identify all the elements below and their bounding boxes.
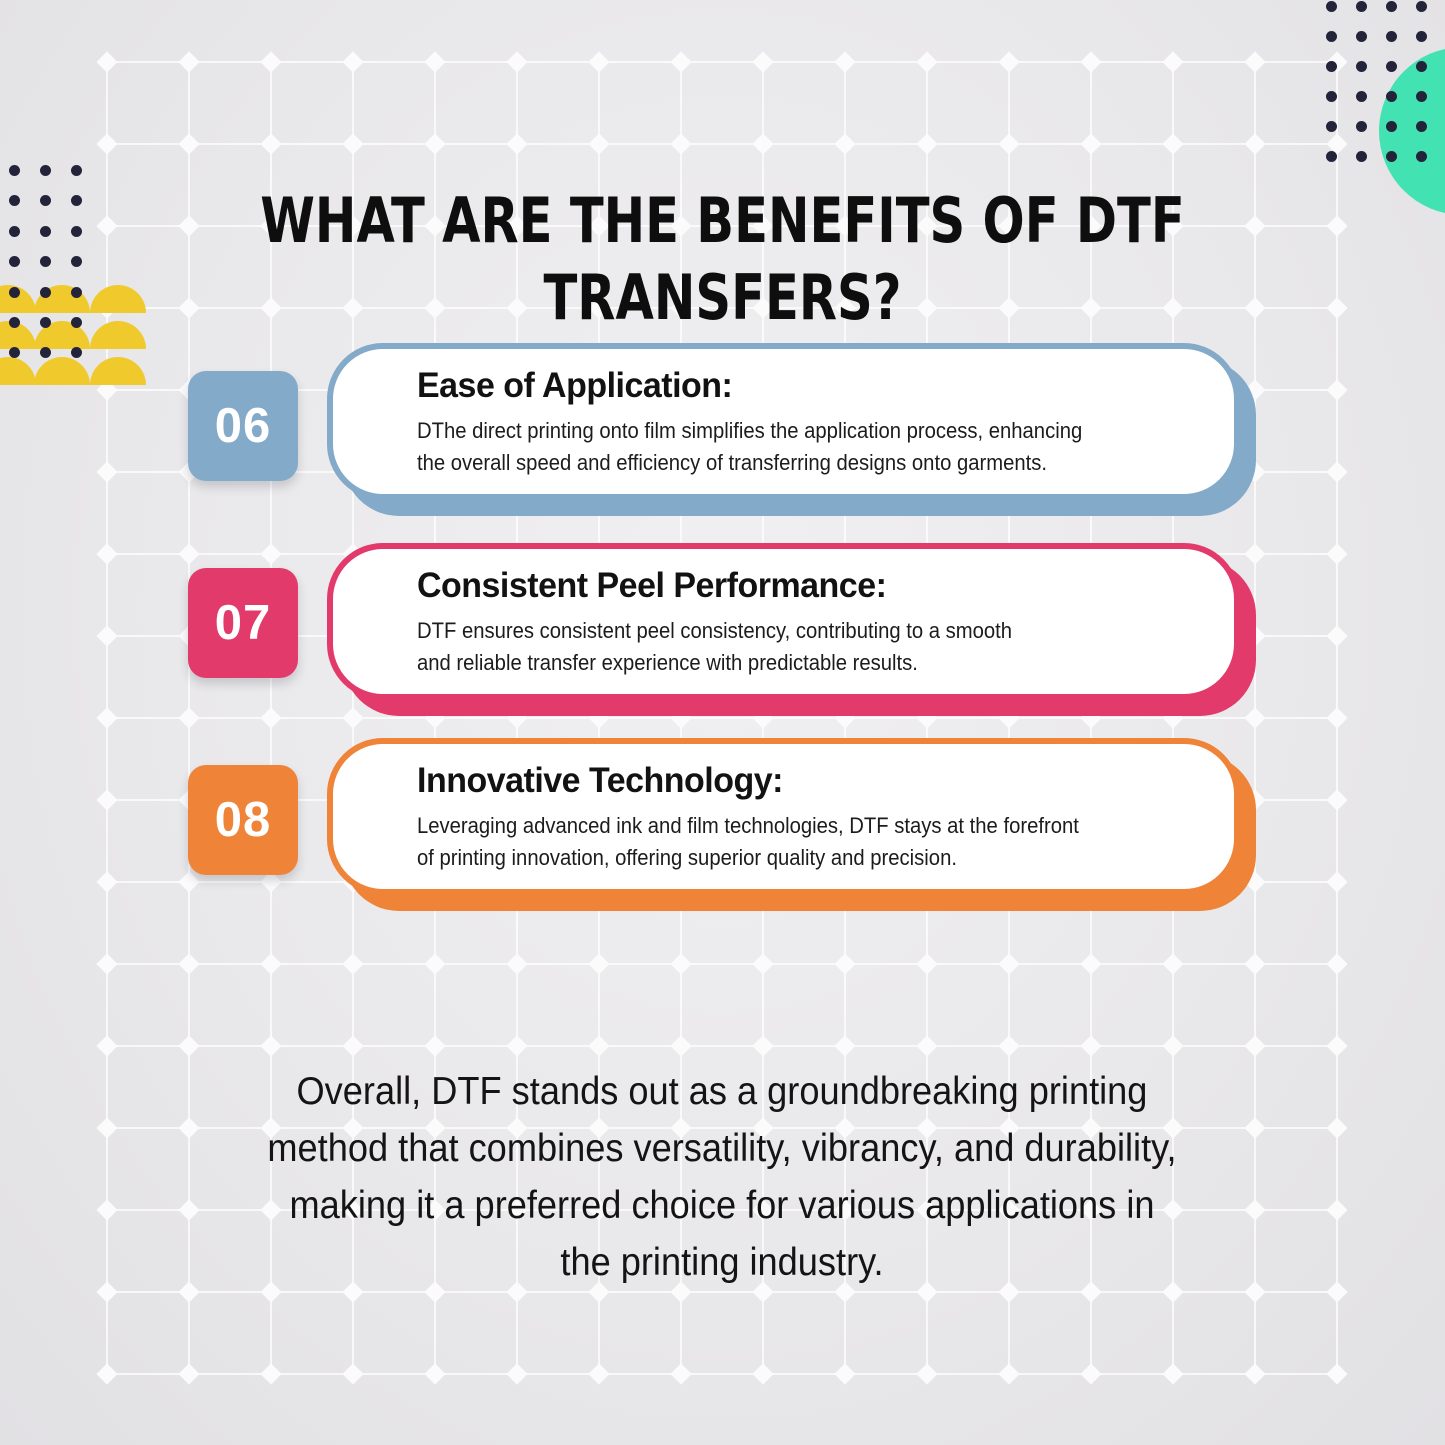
benefit-card: Consistent Peel Performance: DTF ensures…: [327, 543, 1240, 700]
dot: [1386, 121, 1397, 132]
dot: [71, 165, 82, 176]
dot: [71, 317, 82, 328]
page-title: WHAT ARE THE BENEFITS OF DTF TRANSFERS?: [260, 183, 1185, 334]
dot: [9, 286, 20, 298]
dot: [1326, 91, 1337, 102]
dot: [1416, 1, 1427, 12]
dot: [71, 347, 82, 359]
dot: [9, 317, 20, 328]
dot: [1326, 61, 1337, 72]
dot: [1356, 91, 1367, 102]
card-body-text: Leveraging advanced ink and film technol…: [417, 813, 1079, 870]
dot: [40, 195, 51, 207]
dot: [40, 225, 51, 237]
dot: [1356, 31, 1367, 42]
card-heading: Consistent Peel Performance:: [417, 566, 887, 605]
dot: [1416, 151, 1427, 162]
dot: [40, 347, 51, 359]
card-heading: Ease of Application:: [417, 366, 733, 405]
dot: [40, 165, 51, 176]
dot: [1386, 61, 1397, 72]
dot: [1386, 151, 1397, 162]
dot: [1356, 121, 1367, 132]
dot: [71, 286, 82, 298]
card-heading: Innovative Technology:: [417, 761, 783, 800]
number-badge-06: 06: [188, 371, 298, 481]
benefit-row-08: 08 Innovative Technology: Leveraging adv…: [188, 738, 1256, 911]
dot: [71, 256, 82, 268]
dot: [9, 347, 20, 359]
dot: [1416, 91, 1427, 102]
dot: [40, 286, 51, 298]
benefit-row-06: 06 Ease of Application: DThe direct prin…: [188, 343, 1256, 516]
dot: [71, 225, 82, 237]
dot: [9, 256, 20, 268]
dot: [1356, 1, 1367, 12]
dot: [1386, 31, 1397, 42]
card-body-text: DTF ensures consistent peel consistency,…: [417, 618, 1013, 675]
dot: [71, 195, 82, 207]
dot: [1416, 31, 1427, 42]
benefit-card: Innovative Technology: Leveraging advanc…: [327, 738, 1240, 895]
benefit-row-07: 07 Consistent Peel Performance: DTF ensu…: [188, 543, 1256, 716]
dot: [9, 225, 20, 237]
dot: [1386, 91, 1397, 102]
dot: [1356, 61, 1367, 72]
conclusion-text: Overall, DTF stands out as a groundbreak…: [267, 1069, 1177, 1284]
dot: [1416, 121, 1427, 132]
dot: [9, 165, 20, 176]
card-body-text: DThe direct printing onto film simplifie…: [417, 418, 1083, 475]
dot: [1386, 1, 1397, 12]
number-badge-07: 07: [188, 568, 298, 678]
dot: [9, 195, 20, 207]
dot: [1326, 121, 1337, 132]
dot: [1356, 151, 1367, 162]
number-badge-08: 08: [188, 765, 298, 875]
dot: [1326, 1, 1337, 12]
dot: [1326, 31, 1337, 42]
dot: [40, 256, 51, 268]
dot: [40, 317, 51, 328]
dot: [1326, 151, 1337, 162]
benefit-card: Ease of Application: DThe direct printin…: [327, 343, 1240, 500]
dot: [1416, 61, 1427, 72]
